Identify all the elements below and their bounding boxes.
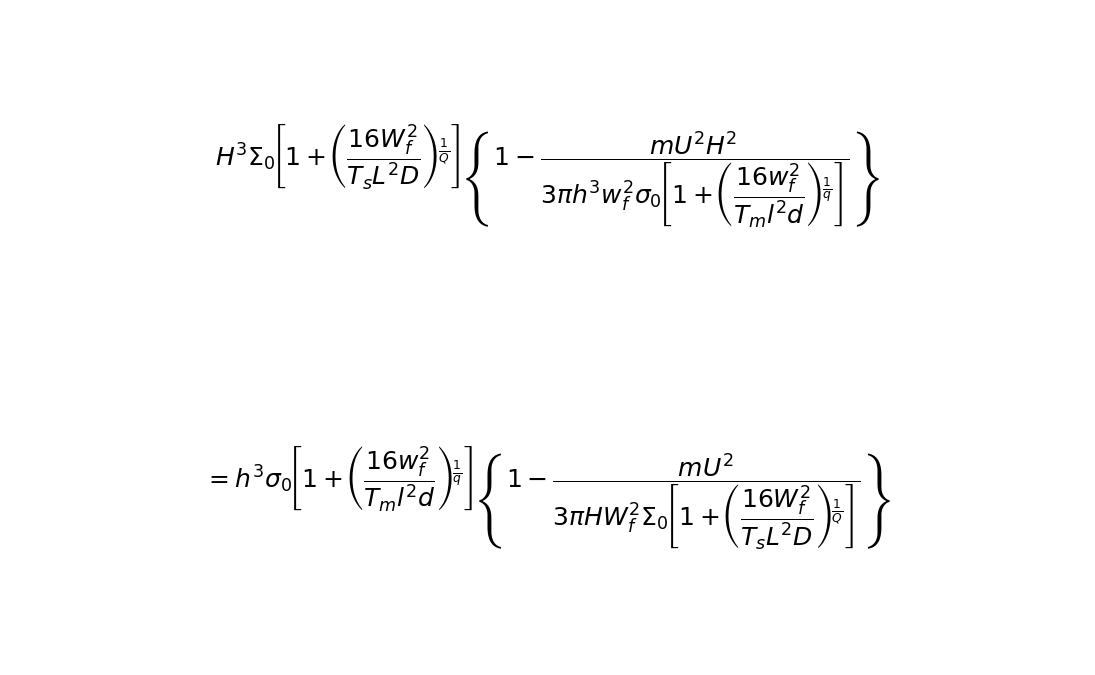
- Text: $=h^{3}\sigma_{0}\!\left[1+\!\left(\dfrac{16w_{f}^{2}}{T_{m}l^{2}d}\right)^{\!\f: $=h^{3}\sigma_{0}\!\left[1+\!\left(\dfra…: [204, 445, 891, 552]
- Text: $H^{3}\Sigma_{0}\!\left[1+\!\left(\dfrac{16W_{f}^{2}}{T_{s}L^{2}D}\right)^{\!\fr: $H^{3}\Sigma_{0}\!\left[1+\!\left(\dfrac…: [215, 123, 880, 230]
